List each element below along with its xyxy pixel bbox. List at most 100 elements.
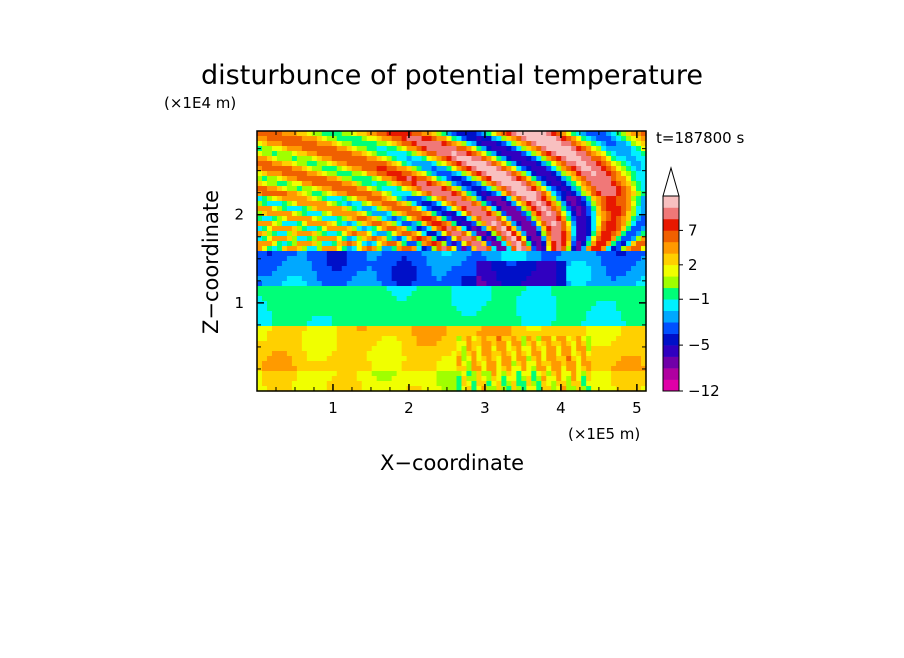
field-cell [581,226,587,232]
field-cell [366,326,373,332]
field-cell [491,291,497,297]
field-cell [361,141,368,147]
field-cell [371,321,378,327]
field-cell [376,221,383,227]
field-cell [421,201,428,207]
field-cell [281,246,288,252]
field-cell [276,336,283,342]
field-cell [331,201,338,207]
field-cell [636,291,642,297]
field-cell [401,151,408,157]
field-cell [331,221,338,227]
field-cell [616,341,622,347]
field-cell [631,296,637,302]
field-cell [486,321,492,327]
field-cell [276,206,283,212]
field-cell [551,266,557,272]
field-cell [366,256,373,262]
field-cell [466,301,473,307]
field-cell [391,316,398,322]
field-cell [441,361,448,367]
field-cell [376,351,383,357]
field-cell [401,136,408,142]
field-cell [546,296,552,302]
field-cell [366,206,373,212]
field-cell [511,181,517,187]
field-cell [491,386,497,392]
field-cell [321,256,328,262]
field-cell [316,336,323,342]
field-cell [321,136,328,142]
field-cell [376,251,383,257]
field-cell [531,296,537,302]
field-cell [416,141,423,147]
field-cell [536,181,542,187]
field-cell [356,326,363,332]
field-cell [311,296,318,302]
field-cell [271,176,278,182]
field-cell [636,371,642,377]
field-cell [466,281,473,287]
field-cell [341,231,348,237]
field-cell [626,171,632,177]
field-cell [296,216,303,222]
field-cell [581,231,587,237]
field-cell [591,286,597,292]
field-cell [541,146,547,152]
field-cell [396,381,403,387]
field-cell [461,291,468,297]
field-cell [581,361,587,367]
field-cell [441,311,448,317]
field-cell [611,251,617,257]
field-cell [501,141,507,147]
field-cell [566,316,572,322]
field-cell [616,151,622,157]
field-cell [446,291,453,297]
field-cell [291,366,298,372]
field-cell [631,326,637,332]
field-cell [257,276,263,282]
field-cell [591,291,597,297]
field-cell [601,156,607,162]
field-cell [506,191,512,197]
field-cell [311,241,318,247]
field-cell [411,331,418,337]
field-cell [276,271,283,277]
field-cell [621,216,627,222]
field-cell [621,256,627,262]
field-cell [491,226,497,232]
field-cell [281,251,288,257]
field-cell [391,191,398,197]
field-cell [411,206,418,212]
field-cell [551,311,557,317]
field-cell [446,201,453,207]
field-cell [541,376,547,382]
field-cell [346,161,353,167]
field-cell [346,136,353,142]
field-cell [526,346,532,352]
field-cell [411,261,418,267]
field-cell [576,231,582,237]
field-cell [601,176,607,182]
field-cell [411,266,418,272]
field-cell [326,226,333,232]
field-cell [516,326,522,332]
field-cell [306,161,313,167]
field-cell [471,141,478,147]
field-cell [361,186,368,192]
field-cell [516,226,522,232]
field-cell [486,136,492,142]
field-cell [331,301,338,307]
field-cell [351,351,358,357]
field-cell [446,191,453,197]
field-cell [541,356,547,362]
field-cell [451,216,458,222]
field-cell [641,221,647,227]
field-cell [561,176,567,182]
field-cell [426,341,433,347]
field-cell [621,341,627,347]
field-cell [411,361,418,367]
field-cell [341,331,348,337]
field-cell [501,256,507,262]
field-cell [381,321,388,327]
